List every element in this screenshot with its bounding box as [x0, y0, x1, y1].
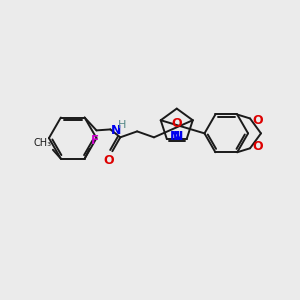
Text: O: O — [103, 154, 114, 167]
Text: CH₃: CH₃ — [34, 138, 52, 148]
Text: N: N — [111, 124, 122, 137]
Text: O: O — [252, 114, 263, 127]
Text: O: O — [171, 116, 182, 130]
Text: N: N — [173, 130, 183, 142]
Text: F: F — [91, 134, 99, 147]
Text: H: H — [118, 119, 127, 130]
Text: O: O — [252, 140, 263, 153]
Text: N: N — [170, 130, 181, 142]
